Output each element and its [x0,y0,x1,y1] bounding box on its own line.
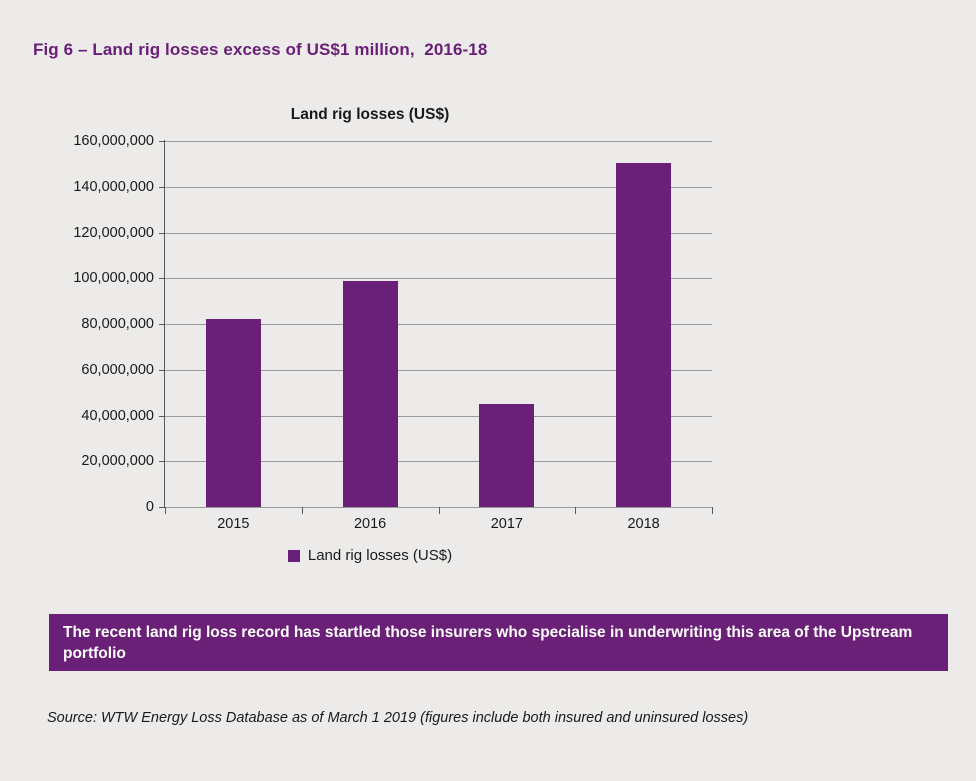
x-axis-tick [301,507,303,514]
page-title: Fig 6 – Land rig losses excess of US$1 m… [33,40,488,59]
x-axis-label-2018: 2018 [627,516,660,532]
gridline [165,141,712,142]
callout-banner: The recent land rig loss record has star… [49,614,948,671]
bar-2015 [205,319,261,507]
bar-2017 [479,404,535,507]
y-axis-tick [159,507,165,508]
y-axis-tick [159,278,165,280]
x-axis-tick [712,507,713,514]
x-axis-label-2016: 2016 [353,516,387,532]
y-axis-label: 120,000,000 [73,224,154,241]
gridline [165,186,712,188]
y-axis-label: 100,000,000 [73,270,154,287]
y-axis-label: 80,000,000 [81,316,154,332]
source-note: Source: WTW Energy Loss Database as of M… [47,710,749,726]
gridline [165,324,712,325]
x-axis-tick [575,507,577,514]
gridline [165,461,712,463]
y-axis-label: 40,000,000 [81,407,154,424]
chart-container: Land rig losses (US$) 0 20,000,000 40,000,… [0,100,976,580]
legend-label: Land rig losses (US$) [307,547,453,564]
x-axis-label-2015: 2015 [217,516,250,532]
gridline [165,232,712,234]
y-axis-tick [159,141,165,142]
y-axis-label: 60,000,000 [81,361,154,378]
y-axis-label: 20,000,000 [81,453,154,470]
x-axis-tick [438,507,440,514]
x-axis-label-2017: 2017 [490,516,524,532]
chart-title: Land rig losses (US$) [290,106,450,123]
y-axis-tick [159,461,165,463]
gridline [165,278,712,280]
gridline [165,369,712,371]
y-axis-label: 140,000,000 [73,178,154,195]
gridline [165,415,712,417]
x-axis-tick [165,507,166,514]
y-axis-label: 0 [145,499,154,515]
plot-area: 0 20,000,000 40,000,000 60,000,000 80,000,00… [73,133,713,532]
y-axis-label: 160,000,000 [73,133,154,149]
chart-legend: Land rig losses (US$) [0,547,740,564]
y-axis-tick [159,369,165,371]
y-axis-tick [159,186,165,188]
y-axis-tick [159,232,165,234]
y-axis-tick [159,324,165,325]
legend-swatch-icon [287,549,300,562]
bar-2016 [342,280,398,507]
y-axis-tick [159,415,165,417]
bar-2018 [616,162,672,507]
